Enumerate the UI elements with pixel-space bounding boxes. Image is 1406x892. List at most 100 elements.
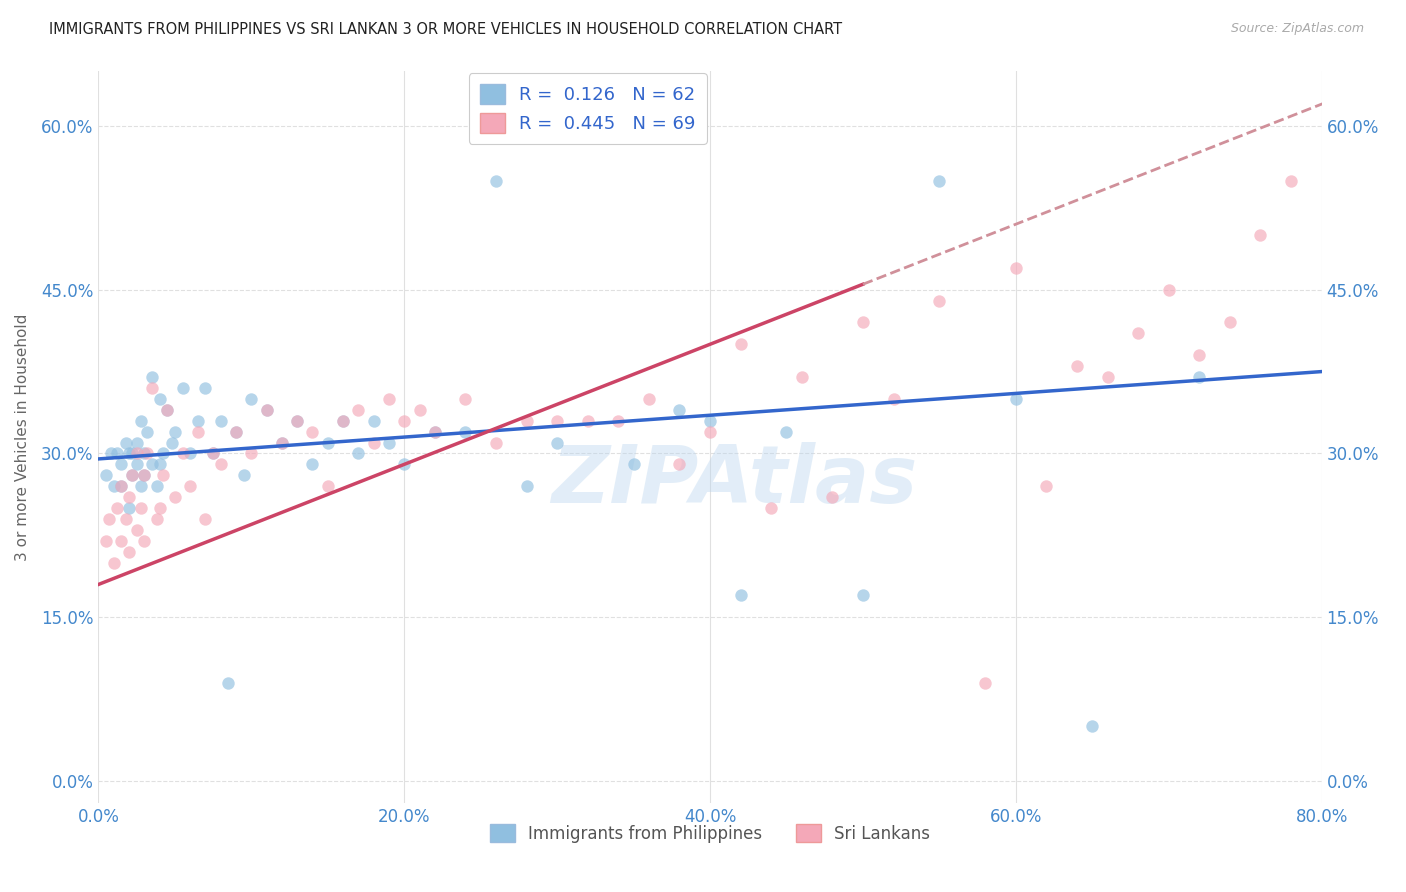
Point [730, 588, 752, 602]
Point [1128, 326, 1150, 341]
Point [105, 446, 128, 460]
Point [668, 402, 690, 417]
Point [378, 392, 401, 406]
Point [98, 512, 121, 526]
Y-axis label: 3 or more Vehicles in Household: 3 or more Vehicles in Household [15, 313, 30, 561]
Point [94, 533, 117, 548]
Point [118, 545, 141, 559]
Point [423, 425, 446, 439]
Point [699, 414, 721, 428]
Point [94, 468, 117, 483]
Point [194, 512, 217, 526]
Point [225, 425, 247, 439]
Point [118, 446, 141, 460]
Legend: Immigrants from Philippines, Sri Lankans: Immigrants from Philippines, Sri Lankans [484, 817, 936, 849]
Point [347, 446, 370, 460]
Point [1188, 370, 1211, 384]
Point [408, 402, 430, 417]
Point [134, 468, 156, 483]
Point [110, 479, 132, 493]
Point [1004, 260, 1026, 275]
Point [852, 315, 875, 329]
Point [576, 414, 599, 428]
Text: Source: ZipAtlas.com: Source: ZipAtlas.com [1230, 22, 1364, 36]
Point [179, 479, 201, 493]
Point [392, 414, 416, 428]
Point [100, 446, 122, 460]
Point [546, 414, 568, 428]
Point [118, 501, 141, 516]
Point [1066, 359, 1088, 373]
Point [928, 293, 950, 308]
Point [160, 435, 183, 450]
Point [152, 446, 174, 460]
Point [285, 414, 308, 428]
Point [217, 675, 239, 690]
Point [187, 425, 209, 439]
Point [136, 446, 159, 460]
Point [363, 414, 385, 428]
Point [516, 414, 538, 428]
Point [454, 392, 477, 406]
Text: IMMIGRANTS FROM PHILIPPINES VS SRI LANKAN 3 OR MORE VEHICLES IN HOUSEHOLD CORREL: IMMIGRANTS FROM PHILIPPINES VS SRI LANKA… [49, 22, 842, 37]
Point [821, 490, 844, 504]
Point [125, 523, 148, 537]
Point [668, 458, 690, 472]
Point [118, 490, 141, 504]
Point [1249, 228, 1271, 243]
Point [1035, 479, 1057, 493]
Point [256, 402, 278, 417]
Point [637, 392, 661, 406]
Point [332, 414, 354, 428]
Point [699, 425, 721, 439]
Point [454, 425, 477, 439]
Point [485, 435, 508, 450]
Point [607, 414, 630, 428]
Point [485, 173, 508, 187]
Point [115, 512, 138, 526]
Point [240, 392, 263, 406]
Point [141, 370, 163, 384]
Point [316, 479, 339, 493]
Point [775, 425, 797, 439]
Point [149, 501, 172, 516]
Point [256, 402, 278, 417]
Point [225, 425, 247, 439]
Point [163, 490, 186, 504]
Point [209, 414, 232, 428]
Point [301, 458, 323, 472]
Point [1097, 370, 1119, 384]
Point [623, 458, 645, 472]
Point [232, 468, 254, 483]
Point [121, 468, 143, 483]
Point [209, 458, 232, 472]
Point [759, 501, 782, 516]
Point [156, 402, 179, 417]
Point [270, 435, 292, 450]
Point [134, 468, 156, 483]
Point [129, 414, 152, 428]
Point [149, 392, 172, 406]
Point [103, 479, 125, 493]
Point [928, 173, 950, 187]
Point [149, 458, 172, 472]
Point [141, 381, 163, 395]
Point [125, 446, 148, 460]
Point [136, 425, 159, 439]
Point [332, 414, 354, 428]
Point [316, 435, 339, 450]
Point [134, 533, 156, 548]
Point [270, 435, 292, 450]
Point [125, 458, 148, 472]
Point [423, 425, 446, 439]
Point [163, 425, 186, 439]
Point [145, 512, 167, 526]
Point [121, 446, 143, 460]
Point [378, 435, 401, 450]
Point [1279, 173, 1302, 187]
Point [301, 425, 323, 439]
Point [285, 414, 308, 428]
Point [392, 458, 416, 472]
Point [115, 435, 138, 450]
Point [110, 533, 132, 548]
